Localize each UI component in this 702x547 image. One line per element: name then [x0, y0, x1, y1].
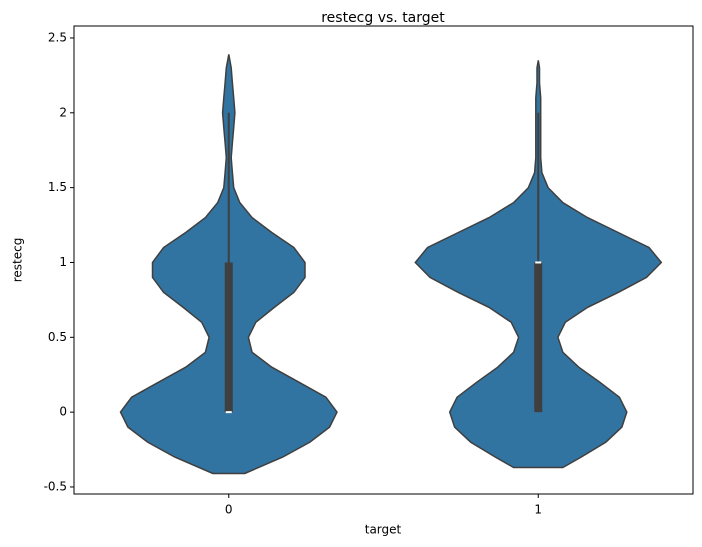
y-tick-label: 1: [59, 255, 67, 269]
x-tick-label: 1: [534, 503, 542, 517]
chart-title: restecg vs. target: [321, 10, 445, 26]
box: [534, 262, 543, 413]
y-axis-label: restecg: [11, 238, 25, 283]
y-tick-label: 1.5: [48, 180, 67, 194]
y-tick-label: 2.5: [48, 30, 67, 44]
y-tick-label: 2: [59, 105, 67, 119]
y-tick-label: -0.5: [44, 479, 67, 493]
y-tick-label: 0: [59, 405, 67, 419]
plot-frame: [73, 25, 694, 495]
box: [224, 262, 233, 413]
y-tick-label: 0.5: [48, 330, 67, 344]
x-tick-label: 0: [225, 503, 233, 517]
x-axis-label: target: [365, 523, 402, 537]
